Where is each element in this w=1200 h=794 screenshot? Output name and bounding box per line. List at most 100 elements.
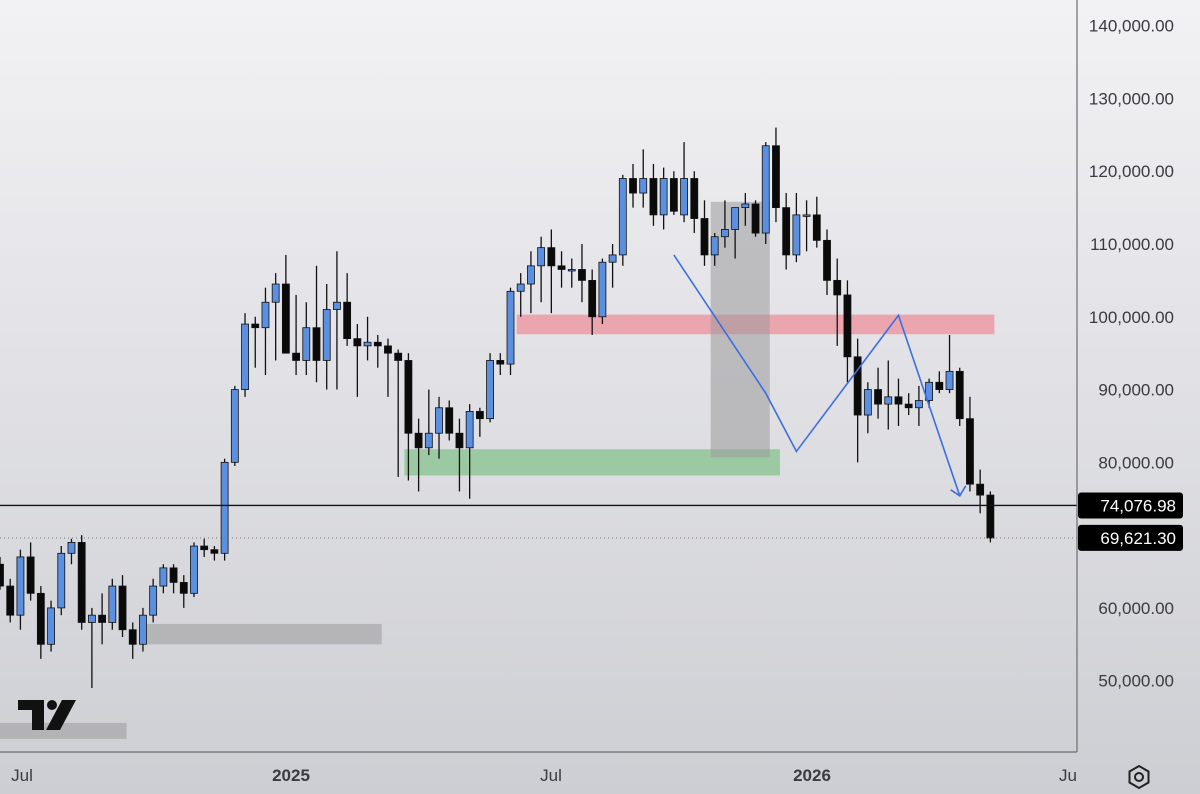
candle [435, 396, 443, 459]
candle [322, 284, 331, 390]
candle [751, 200, 760, 237]
candle [578, 244, 586, 303]
candle [394, 349, 403, 477]
hexagon-settings-icon[interactable] [1128, 764, 1150, 790]
candle [6, 578, 15, 623]
bear-candle-body [782, 207, 791, 256]
bull-candle-body [721, 229, 729, 238]
bull-candle-body [506, 290, 515, 365]
candle [823, 229, 831, 295]
bull-candle-body [710, 236, 719, 256]
bull-candle-body [792, 214, 801, 256]
bull-candle-body [159, 567, 168, 587]
candle [710, 233, 719, 266]
candle [618, 174, 627, 266]
bear-candle-body [976, 483, 985, 496]
candle [802, 200, 811, 252]
candle [537, 236, 546, 303]
candle [588, 269, 597, 335]
candle [139, 607, 147, 652]
candle [833, 258, 842, 346]
candle [200, 538, 209, 557]
time-axis[interactable]: Jul 2025 Jul 2026 Ju [11, 766, 1077, 785]
bear-candle-body [281, 283, 290, 354]
candle [281, 254, 290, 354]
candle [220, 458, 229, 561]
candle [230, 385, 239, 466]
bear-candle-body [649, 178, 658, 216]
price-axis[interactable]: 140,000.00 130,000.00 120,000.00 110,000.00… [1089, 17, 1174, 691]
candle [976, 469, 985, 514]
bear-candle-body [496, 360, 505, 365]
candle [506, 287, 515, 376]
bear-candle-body [455, 432, 464, 449]
candle [190, 542, 198, 597]
price-tick-label: 50,000.00 [1098, 672, 1174, 691]
candle [904, 393, 913, 416]
candle [343, 273, 352, 346]
bear-candle-body [312, 327, 321, 361]
bear-candle-body [578, 269, 586, 281]
candle [843, 280, 852, 383]
bull-candle-body [302, 327, 311, 361]
candle [680, 142, 688, 223]
candle [700, 200, 709, 266]
bear-candle-body [6, 585, 15, 616]
candle [629, 163, 637, 208]
candle [251, 316, 260, 368]
candle [894, 378, 903, 426]
tradingview-logo[interactable] [18, 700, 76, 730]
candle [986, 491, 995, 543]
bear-candle-body [823, 239, 831, 281]
bull-candle-body [190, 545, 198, 594]
candle [567, 258, 576, 288]
bear-candle-body [833, 279, 842, 296]
candle [598, 258, 607, 325]
bear-candle-body [343, 301, 352, 340]
candle [915, 385, 923, 426]
candle [47, 600, 55, 652]
projection-arrowhead [950, 485, 967, 497]
bear-candle-body [772, 145, 780, 209]
candle [404, 353, 413, 481]
bear-candle-body [384, 345, 392, 354]
bear-candle-body [986, 494, 995, 539]
bull-candle-body [639, 178, 648, 194]
price-tick-label: 90,000.00 [1098, 381, 1174, 400]
projection-layer [673, 254, 967, 497]
bear-candle-body [0, 563, 4, 587]
bull-candle-body [608, 254, 617, 263]
candle [26, 542, 35, 601]
bull-candle-body [271, 283, 280, 303]
candle [792, 193, 801, 263]
candle [363, 316, 372, 361]
bull-candle-body [230, 389, 239, 463]
bull-candle-body [67, 541, 76, 554]
bull-candle-body [741, 203, 750, 209]
bear-candle-body [700, 218, 709, 256]
candles-layer [0, 127, 995, 688]
candle [496, 353, 505, 376]
bear-candle-body [547, 247, 556, 267]
candle [312, 265, 321, 383]
bull-candle-body [241, 323, 249, 390]
bear-candle-body [853, 356, 862, 416]
candle [516, 273, 525, 317]
bear-candle-body [812, 214, 821, 241]
bull-candle-body [363, 341, 372, 347]
candle [57, 546, 66, 616]
candle [179, 575, 188, 608]
candle [445, 400, 454, 441]
candle [424, 389, 433, 456]
candle [884, 360, 893, 430]
bear-candle-body [210, 549, 219, 554]
bull-candle-body [220, 461, 229, 554]
bull-candle-body [261, 301, 270, 329]
bull-candle-body [659, 178, 668, 216]
candle [261, 287, 270, 376]
time-tick-label: Jul [11, 766, 33, 785]
bear-candle-body [445, 407, 454, 434]
zones-layer [0, 201, 995, 739]
bear-candle-body [118, 585, 127, 631]
